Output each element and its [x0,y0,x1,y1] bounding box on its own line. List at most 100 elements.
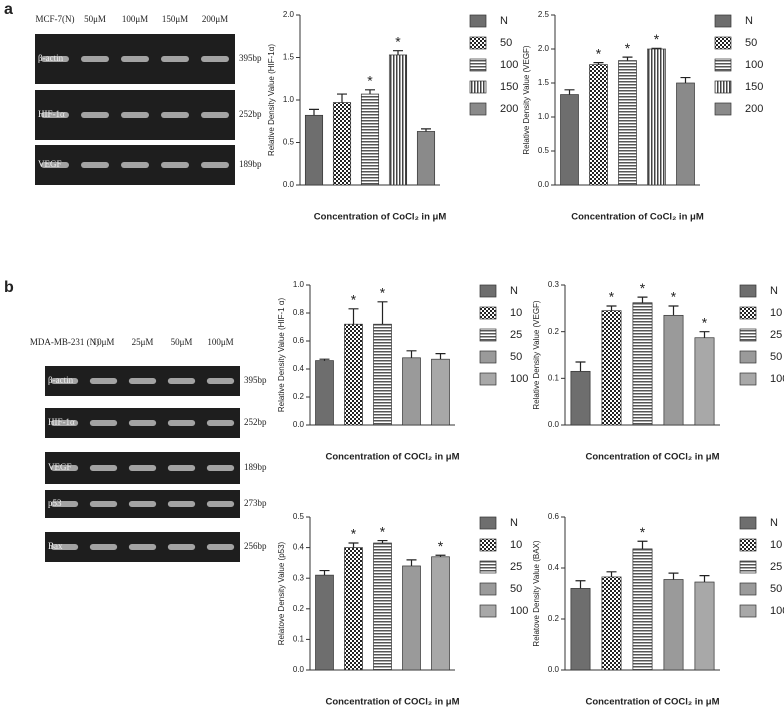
legend-label: 10 [770,539,782,551]
bar [694,581,715,671]
gel-band [50,465,79,471]
legend-label: N [770,517,778,529]
legend-label: N [500,15,508,27]
legend-label: 50 [510,583,522,595]
y-tick-label: 0.8 [293,308,305,317]
gel-band [41,56,69,62]
bar [601,576,622,671]
gel-size-label: 273bp [244,498,267,508]
error-bar [668,305,679,316]
legend-swatch [739,604,757,618]
gel-band [206,378,235,384]
bar [632,302,653,426]
x-axis-label: Concentration of COCl₂ in μM [585,697,719,708]
gel-row-label: VEGF [48,462,72,472]
legend-swatch [479,328,497,342]
gel-band [50,378,79,384]
lane-label: 200μM [202,14,228,24]
gel-band [201,112,229,118]
legend-label: 50 [770,583,782,595]
gel-band [161,112,189,118]
x-axis-label: Concentration of CoCl₂ in μM [314,212,447,223]
gel-size-label: 252bp [239,109,262,119]
bar [304,114,324,186]
y-tick-label: 0.2 [293,604,305,613]
x-axis-label: Concentration of COCl₂ in μM [585,452,719,463]
legend-swatch [714,80,732,94]
significance-mark: * [380,285,386,301]
y-tick-label: 1.0 [283,95,295,104]
bar [694,337,715,426]
legend-label: 50 [770,351,782,363]
legend-swatch [479,372,497,386]
y-tick-label: 0.4 [293,364,305,373]
legend-swatch [739,306,757,320]
error-bar [699,575,710,583]
significance-mark: * [596,45,602,61]
bar [431,358,450,426]
error-bar [319,358,330,361]
lane-label: 100μM [207,337,233,347]
y-tick-label: 1.5 [283,53,295,62]
y-tick-label: 0.5 [293,512,305,521]
legend-label: 10 [770,307,782,319]
gel-size-label: 189bp [239,159,262,169]
y-tick-label: 0.4 [548,563,560,572]
legend-label: 100 [500,59,518,71]
error-bar [622,56,633,61]
y-tick-label: 0.5 [283,138,295,147]
legend-label: 100 [770,373,784,385]
bar [332,102,352,186]
gel-band [121,162,149,168]
y-tick-label: 0.0 [548,665,560,674]
error-bar [651,47,662,49]
gel-band [167,378,196,384]
bar [416,131,436,186]
bar [632,548,653,671]
error-bar [668,572,679,580]
gel-row-label: VEGF [38,159,62,169]
gel-band [41,112,69,118]
significance-mark: * [702,314,708,330]
legend-swatch [739,516,757,530]
gel-band [201,56,229,62]
error-bar [406,559,417,566]
y-tick-label: 0.0 [293,420,305,429]
y-tick-label: 2.5 [538,10,550,19]
legend-swatch [739,560,757,574]
legend-swatch [714,58,732,72]
y-tick-label: 0.2 [548,614,560,623]
gel-band [206,501,235,507]
bar [663,314,684,426]
gel-band [206,465,235,471]
legend-swatch [739,538,757,552]
legend-swatch [479,284,497,298]
bar [601,310,622,426]
error-bar [564,89,575,95]
legend-swatch [479,560,497,574]
y-tick-label: 1.0 [538,112,550,121]
significance-mark: * [351,292,357,308]
legend-swatch [469,36,487,50]
significance-mark: * [351,526,357,542]
legend-swatch [714,102,732,116]
significance-mark: * [640,280,646,296]
legend-label: N [745,15,753,27]
legend-label: 25 [770,329,782,341]
error-bar [421,128,431,132]
x-axis-label: Concentration of COCl₂ in μM [325,697,459,708]
gel-band [128,501,157,507]
y-axis-label: Relative Density Value (VEGF) [532,300,541,410]
legend-swatch [479,306,497,320]
legend-swatch [469,102,487,116]
gel-size-label: 395bp [239,53,262,63]
bar [676,82,695,186]
legend-label: 25 [510,329,522,341]
gel-row-label: HIF-1α [48,417,75,427]
bar [570,588,591,671]
significance-mark: * [625,40,631,56]
significance-mark: * [654,31,660,47]
lane-label: 25μM [132,337,154,347]
legend-swatch [739,582,757,596]
